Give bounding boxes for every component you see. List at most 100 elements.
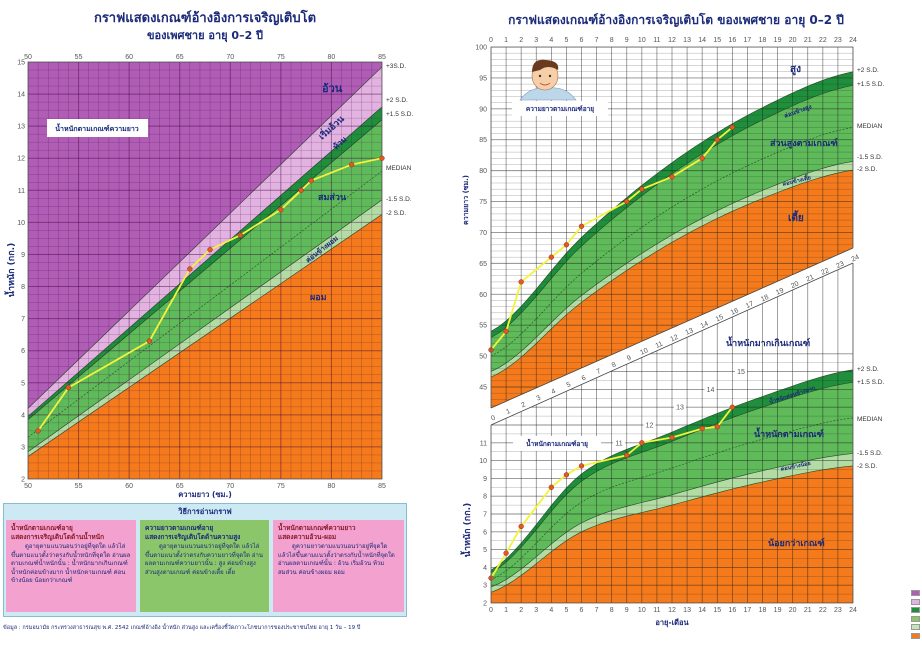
panel-heading: ความยาวตามเกณฑ์อายุ bbox=[145, 524, 214, 532]
y-tick-label: 90 bbox=[479, 106, 487, 113]
data-point bbox=[578, 463, 585, 469]
panel-body: ดูความยาวตามแนวนอนว่าอยู่ที่จุดใด แล้วไล… bbox=[278, 543, 395, 576]
reference-line bbox=[28, 214, 382, 457]
diagonal-month-label: 10 bbox=[639, 347, 649, 357]
chart-reading-guide: วิธีการอ่านกราฟ น้ำหนักตามเกณฑ์อายุ แสดง… bbox=[3, 503, 407, 617]
upper-tick-bg bbox=[704, 385, 717, 393]
x-tick-label: 19 bbox=[774, 607, 782, 614]
weight-for-age-chart: +2 S.D. +1.5 S.D. MEDIAN -1.5 S.D. -2 S.D. 0 0… bbox=[479, 247, 884, 614]
sd-label: MEDIAN bbox=[857, 123, 883, 130]
data-point bbox=[699, 155, 705, 161]
data-point bbox=[308, 178, 314, 184]
data-point bbox=[349, 161, 355, 168]
y-tick-label: 95 bbox=[479, 75, 487, 82]
x-tick-label: 8 bbox=[610, 607, 614, 614]
data-point bbox=[503, 328, 509, 335]
y-tick-label: 13 bbox=[17, 124, 25, 131]
guide-panel-length-for-age: ความยาวตามเกณฑ์อายุ แสดงการเจริญเติบโตด้… bbox=[140, 520, 269, 612]
y-tick-label: 2 bbox=[21, 477, 25, 484]
height-y-axis-label: ความยาว (ซม.) bbox=[462, 175, 470, 225]
sd-label: MEDIAN bbox=[857, 416, 883, 423]
series-line bbox=[490, 126, 733, 351]
data-point bbox=[65, 384, 72, 391]
plot-frame bbox=[490, 263, 854, 604]
diagonal-month-label: 7 bbox=[596, 368, 602, 376]
left-chart-subtitle: ของเพศชาย อายุ 0–2 ปี bbox=[147, 29, 263, 43]
x-tick-label: 7 bbox=[595, 607, 599, 614]
color-swatch bbox=[911, 632, 920, 639]
diagonal-month-label: 23 bbox=[835, 260, 845, 270]
left-chart-label-box bbox=[47, 119, 148, 137]
data-point bbox=[503, 550, 509, 556]
sd-label: +2 S.D. bbox=[857, 67, 879, 74]
reference-line bbox=[491, 161, 853, 372]
right-chart-title: กราฟแสดงเกณฑ์อ้างอิงการเจริญเติบโต ของเพ… bbox=[508, 12, 844, 28]
zone-label-tall: สูง bbox=[790, 64, 801, 76]
data-point bbox=[548, 484, 554, 490]
data-point bbox=[669, 434, 675, 441]
y-tick-label: 6 bbox=[483, 529, 487, 536]
x-tick-label-top: 11 bbox=[653, 37, 660, 44]
color-swatch bbox=[911, 624, 920, 630]
data-point bbox=[548, 254, 554, 260]
data-point bbox=[578, 223, 585, 229]
x-tick-label-top: 50 bbox=[24, 54, 32, 61]
left-y-axis-label: น้ำหนัก (กก.) bbox=[4, 243, 17, 297]
y-tick-label: 9 bbox=[21, 252, 25, 259]
height-chart-label-box bbox=[512, 101, 608, 116]
panel-subheading: แสดงความอ้วน-ผอม bbox=[278, 532, 337, 541]
data-point bbox=[729, 404, 735, 410]
x-tick-label: 10 bbox=[638, 607, 646, 614]
zone-label-underweight: น้อยกว่าเกณฑ์ bbox=[768, 537, 825, 549]
data-point bbox=[624, 198, 630, 205]
panel-subheading: แสดงการเจริญเติบโตด้านน้ำหนัก bbox=[11, 532, 105, 541]
y-tick-label: 12 bbox=[17, 156, 25, 163]
color-swatch bbox=[911, 615, 920, 622]
guide-panel-weight-for-length: น้ำหนักตามเกณฑ์ความยาว แสดงความอ้วน-ผอม … bbox=[273, 520, 404, 612]
diagonal-month-label: 22 bbox=[820, 267, 830, 277]
guide-title: วิธีการอ่านกราฟ bbox=[178, 507, 232, 516]
upper-y-tick-label: 12 bbox=[646, 423, 654, 430]
y-tick-label: 75 bbox=[479, 199, 487, 206]
reference-line bbox=[491, 382, 853, 573]
x-tick-label: 5 bbox=[564, 607, 568, 614]
x-tick-label-top: 18 bbox=[759, 37, 767, 44]
y-tick-label: 65 bbox=[479, 261, 487, 268]
x-tick-label-top: 12 bbox=[668, 37, 676, 44]
x-tick-label-top: 65 bbox=[176, 54, 184, 61]
x-tick-label-top: 9 bbox=[625, 37, 629, 44]
data-point bbox=[237, 232, 244, 238]
reference-line bbox=[28, 170, 382, 438]
x-tick-label: 17 bbox=[744, 607, 752, 614]
x-tick-label-top: 22 bbox=[819, 37, 827, 44]
y-tick-label: 6 bbox=[21, 348, 25, 355]
y-tick-label: 55 bbox=[479, 323, 487, 330]
data-point bbox=[35, 428, 41, 434]
y-tick-label: 7 bbox=[483, 512, 487, 519]
x-tick-label-top: 0 bbox=[489, 37, 493, 44]
x-tick-label: 12 bbox=[668, 607, 676, 614]
y-tick-label: 9 bbox=[483, 476, 487, 483]
zone-label-overweight: น้ำหนักมากเกินเกณฑ์ bbox=[726, 336, 810, 349]
diagonal-month-label: 14 bbox=[700, 320, 710, 330]
data-point bbox=[563, 242, 570, 248]
diagonal-month-label: 24 bbox=[850, 254, 860, 264]
reference-line bbox=[491, 453, 853, 588]
x-tick-label-top: 14 bbox=[698, 37, 706, 44]
panel-subheading: แสดงการเจริญเติบโตด้านความสูง bbox=[145, 532, 241, 541]
y-tick-label: 8 bbox=[483, 494, 487, 501]
y-tick-label: 4 bbox=[21, 412, 25, 419]
y-tick-label: 2 bbox=[483, 601, 487, 608]
x-tick-label: 20 bbox=[789, 607, 797, 614]
y-tick-label: 100 bbox=[475, 45, 487, 52]
data-point bbox=[639, 440, 645, 446]
panel-body: ดูอายุตามแนวนอนว่าอยู่ที่จุดใด แล้วไล่ขึ… bbox=[11, 543, 131, 584]
diagonal-month-label: 8 bbox=[611, 361, 617, 369]
y-tick-label: 5 bbox=[483, 547, 487, 554]
upper-tick-bg bbox=[643, 421, 656, 428]
data-point bbox=[714, 137, 720, 143]
sd-label: MEDIAN bbox=[386, 165, 412, 172]
data-point bbox=[518, 279, 524, 285]
x-tick-label-top: 85 bbox=[378, 54, 386, 61]
x-tick-label-top: 70 bbox=[226, 54, 234, 61]
